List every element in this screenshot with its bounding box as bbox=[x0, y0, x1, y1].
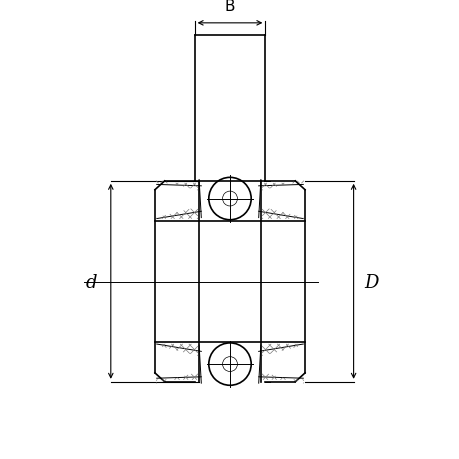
Text: d: d bbox=[85, 274, 96, 292]
Text: D: D bbox=[363, 274, 378, 292]
Text: B: B bbox=[224, 0, 235, 14]
